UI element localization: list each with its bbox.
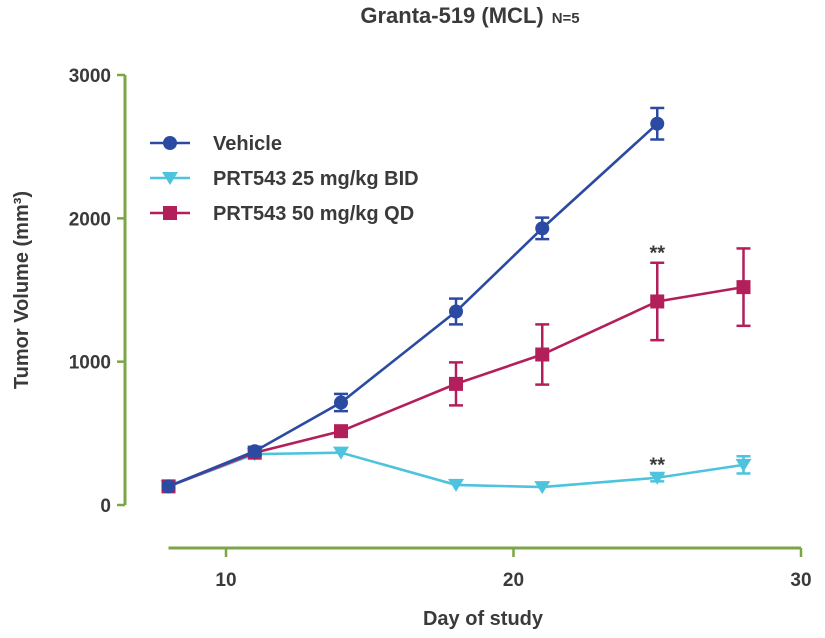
data-point xyxy=(449,304,463,319)
data-point xyxy=(650,294,665,309)
title-n: N=5 xyxy=(552,10,580,27)
legend: Vehicle PRT543 25 mg/kg BID PRT543 50 mg/k… xyxy=(150,133,419,225)
y-tick-label: 0 xyxy=(100,496,111,517)
data-point xyxy=(736,280,751,295)
data-point xyxy=(334,395,348,410)
legend-label: Vehicle xyxy=(213,133,282,155)
legend-marker xyxy=(163,206,177,220)
data-point xyxy=(534,481,551,495)
data-point xyxy=(535,347,550,362)
legend-item: PRT543 50 mg/kg QD xyxy=(150,203,414,225)
x-axis: 10 20 30 xyxy=(168,546,812,591)
y-axis: 0 1000 2000 3000 xyxy=(69,66,127,517)
chart-title: Granta-519 (MCL) N=5 xyxy=(360,3,579,28)
data-point xyxy=(448,478,464,492)
x-tick-label: 20 xyxy=(503,570,524,591)
data-point xyxy=(247,444,262,459)
x-tick-label: 30 xyxy=(790,570,811,591)
series-vehicle xyxy=(161,106,665,494)
legend-marker xyxy=(162,172,178,185)
y-axis-label: Tumor Volume (mm³) xyxy=(11,191,33,389)
data-point xyxy=(333,446,349,460)
y-tick-label: 1000 xyxy=(69,353,111,374)
data-point xyxy=(449,376,463,391)
plot-area: ** ** xyxy=(160,106,752,495)
data-point xyxy=(650,116,665,131)
legend-marker xyxy=(163,136,177,150)
legend-item: Vehicle xyxy=(150,133,282,155)
series-line xyxy=(168,122,659,488)
title-main: Granta-519 (MCL) xyxy=(360,3,543,28)
data-point xyxy=(535,221,550,236)
legend-item: PRT543 25 mg/kg BID xyxy=(150,168,419,190)
data-point xyxy=(649,471,666,485)
significance-marker: ** xyxy=(649,242,665,264)
legend-label: PRT543 25 mg/kg BID xyxy=(213,168,419,190)
y-tick-label: 3000 xyxy=(69,66,111,87)
legend-label: PRT543 50 mg/kg QD xyxy=(213,203,414,225)
data-point xyxy=(161,479,176,494)
x-tick-label: 10 xyxy=(215,570,236,591)
data-point xyxy=(735,458,752,472)
data-point xyxy=(334,424,348,439)
y-tick-label: 2000 xyxy=(69,209,111,230)
x-axis-label: Day of study xyxy=(423,608,544,630)
significance-marker: ** xyxy=(649,454,665,476)
